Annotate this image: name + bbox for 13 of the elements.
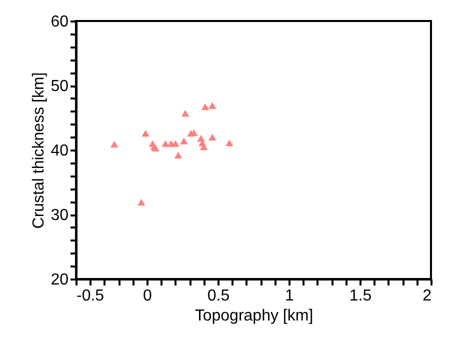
y-tick-label: 20 bbox=[50, 272, 69, 288]
x-axis-title: Topography [km] bbox=[194, 308, 314, 324]
x-tick-label: 1 bbox=[285, 288, 294, 304]
x-tick-label: -0.5 bbox=[76, 288, 104, 304]
y-tick-label: 40 bbox=[50, 142, 69, 160]
y-tick-label: 30 bbox=[50, 207, 69, 224]
x-tick-label: 0 bbox=[143, 288, 152, 304]
x-tick-label: 0.5 bbox=[207, 288, 230, 304]
x-tick-label: 2 bbox=[422, 288, 432, 304]
y-tick-label: 50 bbox=[50, 78, 69, 95]
x-tick-label: 1.5 bbox=[349, 288, 372, 304]
y-axis-title: Crustal thickness [km] bbox=[30, 72, 48, 229]
y-tick-label: 60 bbox=[50, 14, 69, 30]
